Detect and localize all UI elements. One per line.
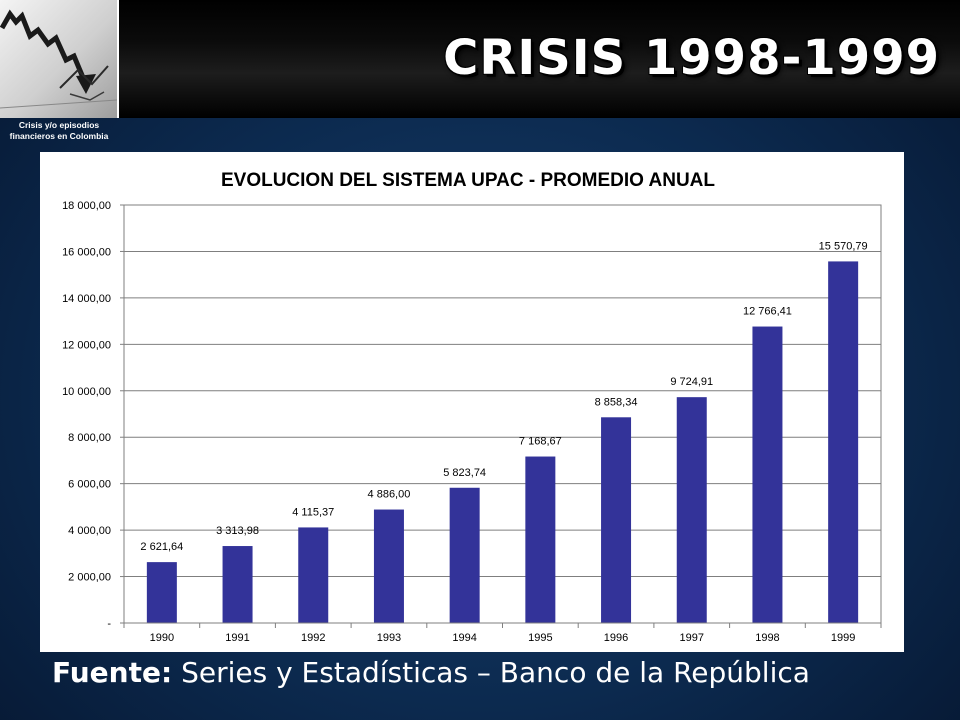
data-label-1998: 12 766,41 [743, 306, 792, 318]
logo-caption-line1: Crisis y/o episodios [18, 120, 100, 130]
falling-graph-icon [0, 9, 117, 109]
y-tick-label: 6 000,00 [68, 479, 111, 491]
source-text: Series y Estadísticas – Banco de la Repú… [181, 656, 810, 689]
x-tick-label: 1993 [377, 632, 401, 644]
logo-caption: Crisis y/o episodios financieros en Colo… [0, 120, 118, 142]
bar-1999 [828, 261, 859, 623]
x-tick-label: 1996 [604, 632, 628, 644]
x-tick-label: 1991 [225, 632, 249, 644]
data-label-1990: 2 621,64 [140, 541, 183, 553]
y-tick-label: 8 000,00 [68, 432, 111, 444]
x-tick-label: 1999 [831, 632, 855, 644]
bar-1991 [222, 546, 253, 623]
data-label-1996: 8 858,34 [595, 396, 638, 408]
data-label-1999: 15 570,79 [819, 240, 868, 252]
y-tick-label: 4 000,00 [68, 525, 111, 537]
bars [146, 261, 859, 623]
bar-1998 [752, 326, 783, 623]
y-tick-label: 14 000,00 [62, 293, 111, 305]
logo-caption-line2: financieros en Colombia [9, 131, 109, 141]
data-label-1995: 7 168,67 [519, 436, 562, 448]
y-tick-label: 2 000,00 [68, 572, 111, 584]
bar-1994 [449, 487, 480, 623]
y-tick-label: 16 000,00 [62, 246, 111, 258]
source-label: Fuente: [52, 656, 173, 689]
x-tick-label: 1997 [680, 632, 704, 644]
y-tick-label: 12 000,00 [62, 339, 111, 351]
chart-panel: EVOLUCION DEL SISTEMA UPAC - PROMEDIO AN… [40, 152, 904, 652]
crisis-logo [0, 0, 119, 118]
data-label-1991: 3 313,98 [216, 525, 259, 537]
x-tick-label: 1990 [150, 632, 174, 644]
x-tick-label: 1995 [528, 632, 552, 644]
x-tick-label: 1998 [755, 632, 779, 644]
bar-1990 [146, 562, 177, 623]
bar-chart: EVOLUCION DEL SISTEMA UPAC - PROMEDIO AN… [62, 170, 882, 644]
y-axis-tick-labels: - 2 000,00 4 000,00 6 000,00 8 000,00 10 000,… [62, 200, 111, 630]
data-label-1994: 5 823,74 [443, 467, 486, 479]
bar-1995 [525, 456, 556, 623]
x-tick-label: 1992 [301, 632, 325, 644]
bar-1993 [373, 509, 404, 623]
data-label-1993: 4 886,00 [368, 489, 411, 501]
slide-title: CRISIS 1998-1999 [443, 30, 940, 86]
title-bar [0, 0, 960, 118]
data-label-1997: 9 724,91 [670, 376, 713, 388]
y-tick-label: 18 000,00 [62, 200, 111, 212]
bar-1996 [601, 417, 632, 623]
bar-1997 [676, 397, 707, 623]
chart-title: EVOLUCION DEL SISTEMA UPAC - PROMEDIO AN… [221, 170, 715, 191]
bar-1992 [298, 527, 329, 623]
source-note: Fuente: Series y Estadísticas – Banco de… [52, 656, 810, 689]
data-labels: 2 621,64 3 313,98 4 115,37 4 886,00 5 823,74… [140, 240, 867, 553]
y-tick-label: 10 000,00 [62, 386, 111, 398]
data-label-1992: 4 115,37 [292, 506, 334, 518]
x-axis-tick-marks [123, 623, 882, 628]
x-axis-tick-labels: 1990 1991 1992 1993 1994 1995 1996 1997 1998 1999 [150, 632, 856, 644]
x-tick-label: 1994 [452, 632, 476, 644]
y-tick-label: - [107, 618, 111, 630]
